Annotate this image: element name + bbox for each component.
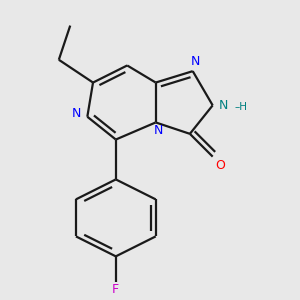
Text: F: F: [112, 284, 119, 296]
Text: O: O: [215, 160, 225, 172]
Text: N: N: [191, 55, 200, 68]
Text: –H: –H: [234, 102, 247, 112]
Text: N: N: [218, 99, 228, 112]
Text: N: N: [154, 124, 163, 137]
Text: N: N: [72, 107, 82, 120]
